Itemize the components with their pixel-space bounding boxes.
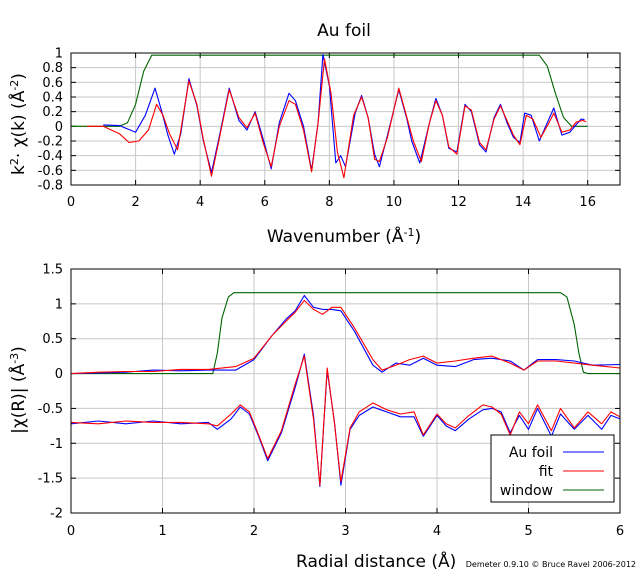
chi-r-y-tick-label: -2: [50, 507, 63, 522]
chi-r-y-tick-label: -0.5: [38, 402, 63, 417]
chi-k-x-tick-label: 14: [515, 195, 532, 210]
chi-r-panel: 0 1 2 3 4 5 6 -2 -1.5 -1 -0.5 0 0.5 1 1.5 Radial dista…: [7, 263, 624, 573]
chi-r-y-tick-label: -1.5: [38, 472, 63, 487]
legend-label-fit: fit: [539, 464, 554, 480]
chi-r-y-tick-label: 0.5: [42, 332, 63, 347]
legend-label-window: window: [500, 483, 553, 499]
chi-k-plot-frame: [70, 52, 621, 186]
chi-k-y-tick-label: 0: [55, 120, 63, 135]
chi-r-plot-frame: [70, 268, 621, 514]
chi-r-y-tick-label: 1: [55, 297, 63, 312]
chi-k-series-fit: [87, 58, 587, 179]
chi-k-y-tick-label: 1: [55, 47, 63, 62]
chi-k-y-tick-label: -0.2: [38, 135, 63, 150]
chi-k-y-tick-label: 0.6: [42, 76, 63, 91]
chi-r-y-tick-label: 1.5: [42, 263, 63, 278]
chi-k-y-tick-label: -0.6: [38, 164, 63, 179]
chi-r-x-tick-label: 4: [433, 524, 441, 539]
chi-k-x-axis-label: Wavenumber (Å-1): [267, 225, 421, 247]
chi-k-series-layer: [71, 53, 588, 179]
chi-r-series-layer: [70, 292, 621, 488]
chi-k-y-tick-label: 0.4: [42, 91, 63, 106]
chi-r-y-tick-label: 0: [55, 367, 63, 382]
chi-r-series-au-foil: [70, 294, 621, 375]
chi-k-x-tick-label: 6: [261, 195, 269, 210]
chi-k-panel: 0 2 4 6 8 10 12 14 16-0.8-0.6-0.4-0.200.20.40.60…: [7, 21, 621, 247]
legend-box: [490, 434, 615, 503]
chi-r-series-au-foil-real-part: [70, 353, 621, 488]
chi-r-tick-labels: 0 1 2 3 4 5 6 -2 -1.5 -1 -0.5 0 0.5 1 1.5: [38, 263, 625, 540]
chi-k-series-window: [71, 54, 588, 127]
chi-r-x-tick-label: 0: [67, 524, 75, 539]
chi-r-x-tick-label: 3: [341, 524, 349, 539]
chi-k-y-tick-label: -0.8: [38, 179, 63, 194]
chi-r-x-tick-label: 5: [524, 524, 532, 539]
chi-r-series-window: [71, 292, 620, 375]
chi-r-x-axis-label: Radial distance (Å): [296, 550, 456, 572]
chi-k-x-tick-label: 10: [386, 195, 403, 210]
chi-k-tick-labels: 0 2 4 6 8 10 12 14 16-0.8-0.6-0.4-0.200.20.40.60…: [38, 47, 596, 211]
chi-k-x-tick-label: 8: [325, 195, 333, 210]
chi-k-x-tick-label: 0: [67, 195, 75, 210]
chi-r-x-tick-label: 1: [158, 524, 166, 539]
chi-k-y-tick-label: -0.4: [38, 149, 63, 164]
legend-label-au-foil: Au foil: [509, 445, 553, 461]
credit-text: Demeter 0.9.10 © Bruce Ravel 2006-2012: [466, 560, 636, 569]
chi-r-series-fit-real-part: [70, 355, 621, 486]
chi-r-x-tick-label: 6: [616, 524, 624, 539]
chi-k-x-tick-label: 4: [196, 195, 204, 210]
chi-k-x-tick-label: 16: [579, 195, 596, 210]
chi-k-y-tick-label: 0.2: [42, 105, 63, 120]
chi-k-y-axis-label: k2· χ(k) (Å-2): [7, 73, 29, 175]
chi-k-x-tick-label: 12: [450, 195, 467, 210]
chi-k-x-tick-label: 2: [131, 195, 139, 210]
chi-r-x-tick-label: 2: [250, 524, 258, 539]
legend: Au foil fit window: [490, 434, 615, 503]
chi-r-series-fit: [70, 299, 621, 375]
chi-k-y-tick-label: 0.8: [42, 61, 63, 76]
chart-title: Au foil: [317, 21, 371, 41]
chi-r-y-tick-label: -1: [50, 437, 63, 452]
chi-r-y-axis-label: |χ(R)| (Å-3): [7, 346, 29, 434]
